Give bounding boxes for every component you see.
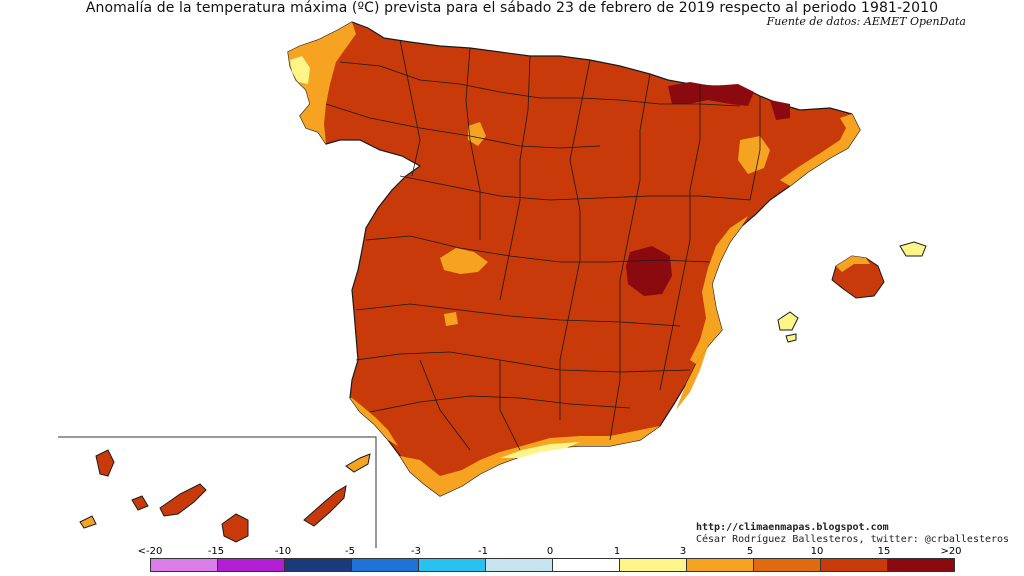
legend-swatch xyxy=(151,559,218,571)
extremadura-warm-patch xyxy=(444,312,458,326)
legend-tick: 1 xyxy=(613,546,621,557)
pyrenees-extreme-zone xyxy=(668,82,754,106)
legend-tick: -1 xyxy=(478,546,488,557)
legend-swatch xyxy=(888,559,954,571)
legend-swatch xyxy=(687,559,754,571)
legend-tick: <-20 xyxy=(137,546,163,557)
legend-color-bar xyxy=(150,558,955,572)
legend-swatch xyxy=(285,559,352,571)
legend-swatch xyxy=(218,559,285,571)
map-title: Anomalía de la temperatura máxima (ºC) p… xyxy=(85,0,939,16)
catalonia-extreme-zone xyxy=(770,100,790,120)
tenerife xyxy=(159,483,207,517)
legend-swatch xyxy=(419,559,486,571)
duero-warm-patch xyxy=(468,122,486,146)
legend-tick: -15 xyxy=(207,546,225,557)
la-palma xyxy=(95,449,115,477)
menorca xyxy=(899,241,927,257)
province-borders xyxy=(325,39,761,451)
data-source: Fuente de datos: AEMET OpenData xyxy=(766,15,966,28)
galicia-mild-zone xyxy=(290,56,310,84)
cuenca-extreme-zone xyxy=(626,246,672,296)
legend-swatch xyxy=(352,559,419,571)
legend-swatch xyxy=(486,559,553,571)
murcia-coast-band xyxy=(676,346,708,410)
mallorca-coast xyxy=(836,256,870,272)
legend-tick: 3 xyxy=(679,546,687,557)
legend-swatch xyxy=(754,559,821,571)
mediterranean-coast-band xyxy=(690,216,748,364)
legend-tick: -5 xyxy=(345,546,355,557)
legend-tick: >20 xyxy=(940,546,962,557)
la-gomera xyxy=(131,495,149,511)
spain-mainland xyxy=(287,21,861,497)
ibiza xyxy=(777,311,799,331)
fuerteventura xyxy=(303,485,347,527)
blog-credit: http://climaenmapas.blogspot.com xyxy=(696,522,889,533)
huelva-coast-band xyxy=(350,398,398,446)
canary-inset-frame xyxy=(58,436,377,548)
legend-swatch xyxy=(821,559,888,571)
author-credit: César Rodríguez Ballesteros, twitter: @c… xyxy=(696,534,1010,545)
legend-swatch xyxy=(620,559,687,571)
gran-canaria xyxy=(221,513,249,543)
catalonia-coast-band xyxy=(780,114,860,186)
lanzarote xyxy=(345,453,371,473)
el-hierro xyxy=(79,515,97,529)
legend-tick: 15 xyxy=(877,546,891,557)
legend-tick: -10 xyxy=(274,546,292,557)
legend-tick: 5 xyxy=(746,546,754,557)
tajo-warm-patch xyxy=(440,248,488,274)
legend-tick: 10 xyxy=(810,546,824,557)
ebro-valley-band xyxy=(738,136,770,174)
legend-swatch xyxy=(553,559,620,571)
andalusia-mild-coast xyxy=(500,442,580,458)
legend-tick: 0 xyxy=(546,546,554,557)
legend-tick: -3 xyxy=(411,546,421,557)
andalusia-coast-band xyxy=(400,426,660,496)
galicia-coast-band xyxy=(288,22,356,144)
formentera xyxy=(785,333,797,343)
